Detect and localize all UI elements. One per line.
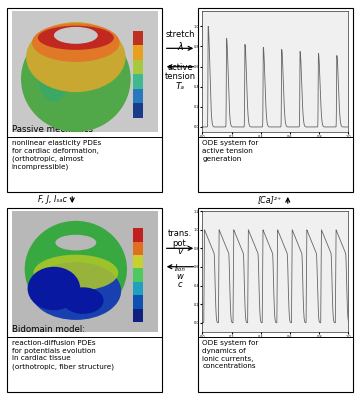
Text: Iᵢₒₙ: Iᵢₒₙ — [175, 264, 185, 272]
Ellipse shape — [25, 221, 127, 318]
Ellipse shape — [21, 26, 131, 132]
Ellipse shape — [31, 262, 121, 320]
Bar — [133, 255, 143, 268]
Bar — [198, 8, 353, 192]
Ellipse shape — [38, 26, 114, 50]
Bar — [133, 103, 143, 118]
Text: Active tension: Active tension — [202, 124, 264, 134]
Text: trans.: trans. — [168, 228, 192, 238]
Ellipse shape — [38, 44, 70, 102]
Text: v: v — [177, 246, 183, 256]
Bar — [133, 242, 143, 255]
Text: active: active — [167, 63, 193, 72]
Text: [Ca]²⁺: [Ca]²⁺ — [258, 196, 282, 204]
Text: reaction-diffusion PDEs
for potentials evolution
in cardiac tissue
(orthotropic,: reaction-diffusion PDEs for potentials e… — [12, 340, 113, 370]
Bar — [198, 208, 353, 392]
Text: Passive mechanics: Passive mechanics — [12, 124, 93, 134]
Ellipse shape — [63, 287, 104, 314]
Ellipse shape — [28, 267, 80, 310]
Text: ODE system for
dynamics of
ionic currents,
concentrations: ODE system for dynamics of ionic current… — [202, 340, 259, 369]
Text: tension: tension — [165, 72, 195, 80]
Bar — [12, 211, 158, 332]
Bar — [133, 296, 143, 309]
Text: Tₐ: Tₐ — [176, 82, 185, 90]
Ellipse shape — [33, 255, 118, 291]
Bar — [7, 208, 162, 392]
Text: pot.: pot. — [172, 238, 188, 248]
Ellipse shape — [26, 22, 126, 92]
Bar — [133, 30, 143, 45]
Text: λ: λ — [177, 42, 183, 52]
Text: Membrane model: Membrane model — [202, 325, 278, 334]
Bar — [133, 60, 143, 74]
Ellipse shape — [55, 235, 96, 250]
Bar — [7, 8, 162, 192]
Text: w: w — [176, 272, 184, 281]
Bar — [133, 282, 143, 296]
Text: ODE system for
active tension
generation: ODE system for active tension generation — [202, 140, 259, 162]
Bar — [133, 45, 143, 60]
Text: F, J, Iₛₐᴄ: F, J, Iₛₐᴄ — [38, 196, 67, 204]
Bar — [12, 11, 158, 132]
Bar — [133, 88, 143, 103]
Text: Bidomain model:: Bidomain model: — [12, 325, 85, 334]
Ellipse shape — [54, 27, 98, 44]
Bar — [133, 228, 143, 242]
Text: nonlinear elasticity PDEs
for cardiac deformation,
(orthotropic, almost
incompre: nonlinear elasticity PDEs for cardiac de… — [12, 140, 101, 170]
Bar — [133, 268, 143, 282]
Bar — [133, 309, 143, 322]
Text: c: c — [178, 280, 182, 289]
Text: stretch: stretch — [165, 30, 195, 39]
Ellipse shape — [32, 23, 120, 62]
Bar — [133, 74, 143, 88]
